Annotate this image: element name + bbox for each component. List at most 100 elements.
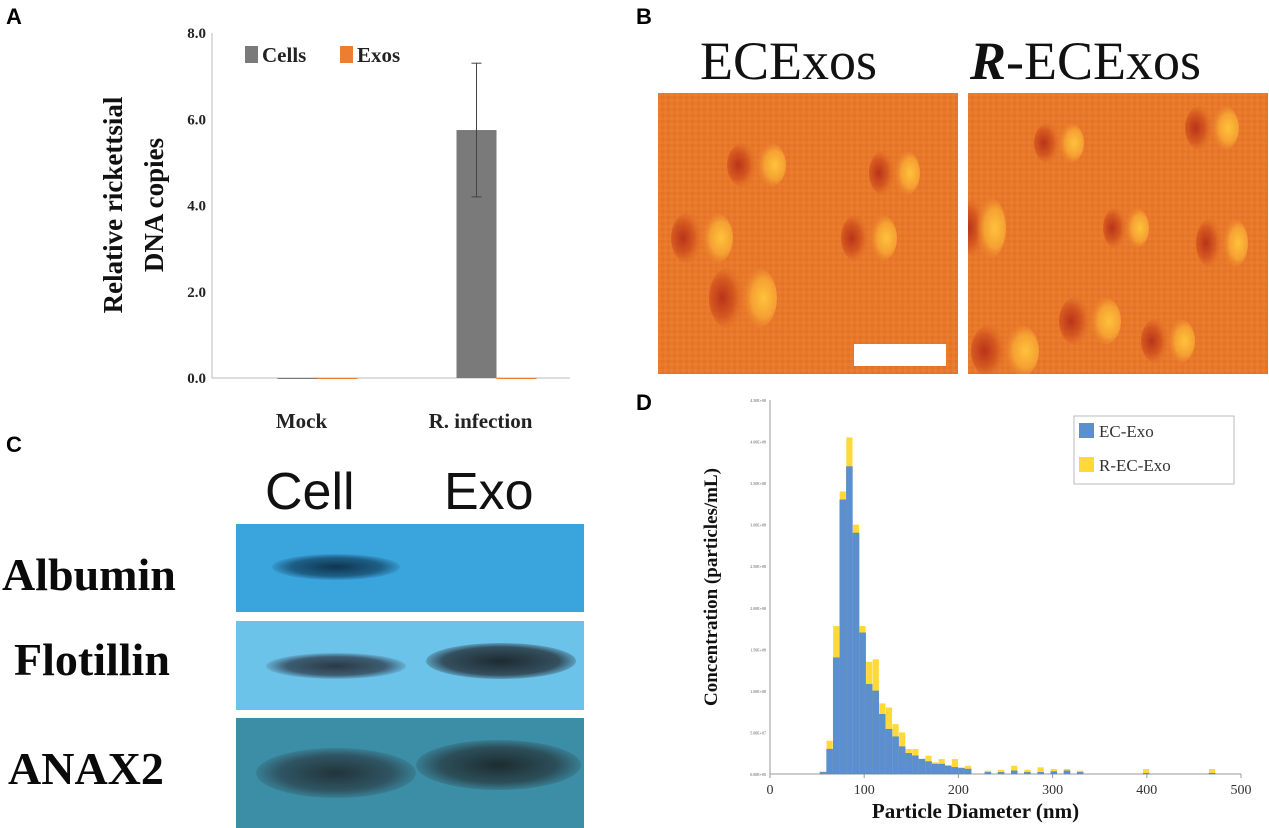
blot-strip-albumin (236, 524, 584, 612)
blot-strip-flotillin (236, 621, 584, 710)
hist-bar-r-ec-exo (1011, 765, 1018, 774)
hist-bar-r-ec-exo (951, 759, 958, 774)
hist-bar-ec-exo (852, 532, 860, 775)
vesicle (709, 268, 777, 328)
y-tick-label: 2.50E+08 (750, 564, 766, 569)
afm-title-recexos: R-ECExos (970, 30, 1201, 92)
y-tick-label: 0.0 (187, 371, 206, 387)
x-axis-label: Particle Diameter (nm) (872, 799, 1079, 823)
bar-cells (277, 378, 318, 379)
blot-column-cell: Cell (265, 463, 355, 521)
hist-bar-ec-exo (885, 728, 893, 775)
hist-bar-ec-exo (879, 714, 886, 775)
hist-bar-ec-exo (1076, 772, 1084, 775)
hist-bar-ec-exo (1208, 773, 1216, 775)
hist-bar-r-ec-exo (1208, 769, 1216, 774)
hist-bar-r-ec-exo (1143, 769, 1150, 774)
vesicle (1059, 297, 1121, 345)
chart-d: 0.00E+00 5.00E+07 1.00E+08 1.50E+08 2.00E+08… (701, 398, 1252, 823)
chart-a: 0.0 2.0 4.0 6.0 8.0 Mock R. infection Cells Exos… (98, 26, 570, 433)
blot-band-albumin-cell (272, 554, 400, 580)
y-tick-label: 6.0 (187, 112, 206, 128)
hist-bar-ec-exo (1050, 771, 1058, 775)
hist-bar-ec-exo (945, 765, 952, 775)
vesicle (971, 325, 1039, 374)
legend-swatch-ec-exo (1079, 423, 1094, 438)
hist-bar-ec-exo (918, 758, 926, 775)
legend-label-r-ec-exo: R-EC-Exo (1099, 456, 1171, 475)
x-tick-label: 300 (1042, 783, 1063, 798)
legend-label-ec-exo: EC-Exo (1099, 422, 1154, 441)
legend: EC-Exo R-EC-Exo (1073, 415, 1235, 485)
panel-letter-d: D (636, 390, 652, 415)
blot-label-albumin: Albumin (2, 549, 176, 600)
vesicle (727, 143, 786, 187)
hist-bar-ec-exo (832, 657, 840, 775)
blot-label-anax2: ANAX2 (8, 743, 164, 794)
x-tick-label: 0 (767, 783, 774, 798)
y-tick-label: 8.0 (187, 26, 206, 42)
y-tick-label: 2.00E+08 (750, 606, 766, 611)
vesicle (968, 198, 1006, 258)
hist-bar-r-ec-exo (1024, 769, 1031, 774)
y-tick-label: 1.50E+08 (750, 647, 766, 652)
hist-bar-ec-exo (905, 753, 912, 775)
hist-bar-ec-exo (872, 690, 880, 775)
y-tick-label: 3.50E+08 (750, 481, 766, 486)
hist-bar-ec-exo (826, 748, 833, 775)
legend-swatch-cells (245, 46, 258, 63)
blot-column-exo: Exo (444, 463, 534, 521)
blot-strip-anax2 (236, 718, 584, 828)
afm-image-recexos (968, 93, 1268, 374)
hist-bar-ec-exo (892, 736, 899, 775)
hist-bar-ec-exo (859, 632, 866, 775)
y-tick-label: 4.50E+08 (750, 398, 766, 403)
y-tick-label: 1.00E+08 (750, 689, 766, 694)
legend-label-cells: Cells (262, 43, 306, 67)
hist-bar-ec-exo (1011, 770, 1018, 775)
x-tick-label: 100 (854, 783, 875, 798)
x-tick-label: 200 (948, 783, 969, 798)
vesicle (841, 215, 897, 261)
afm-recexos-svg (968, 93, 1268, 374)
vesicle (1185, 106, 1239, 150)
hist-bar-ec-exo (964, 768, 972, 775)
afm-ecexos-svg (658, 93, 958, 374)
y-tick-label: 0.00E+00 (750, 772, 766, 777)
vesicle (1196, 219, 1248, 267)
blot-band-anax2-exo (416, 740, 581, 790)
legend-swatch-exos (340, 46, 353, 63)
hist-bar-r-ec-exo (1037, 767, 1044, 774)
hist-bar-ec-exo (1037, 772, 1044, 775)
x-tick-label: 400 (1136, 783, 1157, 798)
hist-bar-ec-exo (839, 499, 847, 775)
hist-bar-r-ec-exo (997, 769, 1005, 774)
vesicle (671, 213, 733, 263)
hist-bar-ec-exo (997, 772, 1005, 775)
y-tick-label: 2.0 (187, 285, 206, 301)
bar-exos (317, 378, 358, 379)
hist-bar-ec-exo (865, 684, 873, 775)
panel-letter-a: A (6, 4, 22, 29)
x-tick-label: 500 (1231, 783, 1252, 798)
hist-bar-ec-exo (912, 755, 919, 775)
hist-bar-ec-exo (898, 746, 906, 775)
hist-bar-ec-exo (1024, 772, 1031, 775)
afm-title-recexos-rest: -ECExos (1006, 31, 1202, 91)
hist-bar-ec-exo (1063, 770, 1071, 775)
y-tick-label: 3.00E+08 (750, 523, 766, 528)
y-axis-label-line1: Relative rickettsial (98, 96, 128, 313)
afm-title-ecexos-text: ECExos (700, 31, 878, 91)
y-axis-label-line2: DNA copies (139, 138, 169, 272)
afm-title-ecexos: ECExos (700, 30, 877, 92)
hist-bar-ec-exo (958, 768, 965, 775)
x-tick-label: Mock (276, 409, 328, 433)
legend-label-exos: Exos (357, 43, 400, 67)
legend-swatch-r-ec-exo (1079, 457, 1094, 472)
hist-bar-ec-exo (925, 761, 932, 775)
vesicle (869, 151, 920, 195)
vesicle (1103, 208, 1149, 248)
afm-title-r-italic: R (970, 31, 1007, 91)
blot-band-flotillin-cell (266, 653, 406, 679)
hist-bar-ec-exo (984, 772, 992, 775)
